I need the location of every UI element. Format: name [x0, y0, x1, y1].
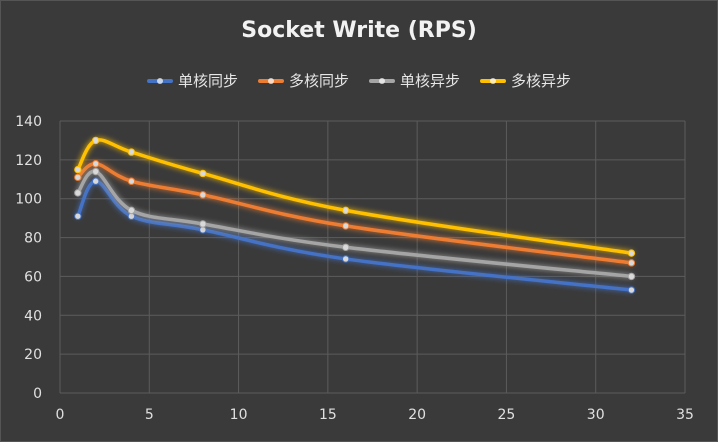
y-tick-label: 100	[15, 192, 42, 208]
data-point	[199, 169, 207, 178]
data-point	[127, 206, 136, 215]
y-tick-label: 0	[33, 386, 42, 402]
x-tick-label: 20	[408, 407, 426, 423]
legend-swatch-1	[257, 77, 284, 84]
data-point	[199, 191, 207, 199]
legend-item[interactable]: 单核同步	[146, 70, 238, 91]
legend-label: 单核同步	[177, 72, 238, 90]
data-point	[627, 249, 636, 257]
legend: 单核同步 多核同步 单核异步 多核异步	[0, 70, 718, 91]
data-point	[342, 255, 350, 263]
legend-label: 多核异步	[511, 72, 572, 90]
data-point	[127, 148, 136, 156]
chart-title: Socket Write (RPS)	[241, 18, 477, 43]
data-point	[127, 177, 136, 185]
y-tick-label: 20	[24, 347, 42, 363]
x-tick-label: 10	[230, 407, 248, 423]
y-tick-label: 40	[24, 308, 42, 324]
data-point	[342, 222, 350, 230]
x-tick-label: 35	[676, 407, 694, 423]
data-point	[74, 212, 82, 220]
series-line-0	[76, 179, 634, 292]
legend-item[interactable]: 多核异步	[480, 70, 571, 91]
legend-label: 多核同步	[288, 72, 349, 90]
x-tick-label: 15	[319, 407, 337, 423]
legend-swatch-2	[369, 77, 395, 84]
y-tick-label: 60	[24, 269, 42, 285]
data-point	[342, 243, 350, 251]
data-point	[92, 136, 100, 145]
series-line-3	[76, 138, 634, 255]
data-point	[74, 173, 82, 182]
legend-swatch-0	[146, 77, 173, 84]
y-tick-label: 80	[24, 231, 42, 247]
legend-item[interactable]: 多核同步	[257, 70, 349, 91]
y-tick-label: 120	[15, 153, 42, 169]
legend-label: 单核异步	[400, 72, 461, 90]
legend-item[interactable]: 单核异步	[369, 70, 460, 91]
data-point	[74, 189, 82, 197]
data-point	[199, 220, 207, 228]
legend-swatch-3	[480, 77, 507, 84]
data-point	[627, 272, 636, 281]
data-point	[92, 167, 100, 176]
data-point	[92, 177, 100, 185]
data-point	[92, 160, 100, 168]
x-tick-label: 5	[145, 407, 154, 423]
x-tick-label: 25	[498, 407, 516, 423]
x-tick-label: 0	[56, 407, 65, 423]
y-tick-label: 140	[15, 114, 42, 130]
data-point	[627, 259, 636, 267]
data-point	[627, 286, 636, 294]
data-point	[342, 206, 350, 215]
x-tick-label: 30	[587, 407, 605, 423]
data-point	[74, 165, 82, 174]
